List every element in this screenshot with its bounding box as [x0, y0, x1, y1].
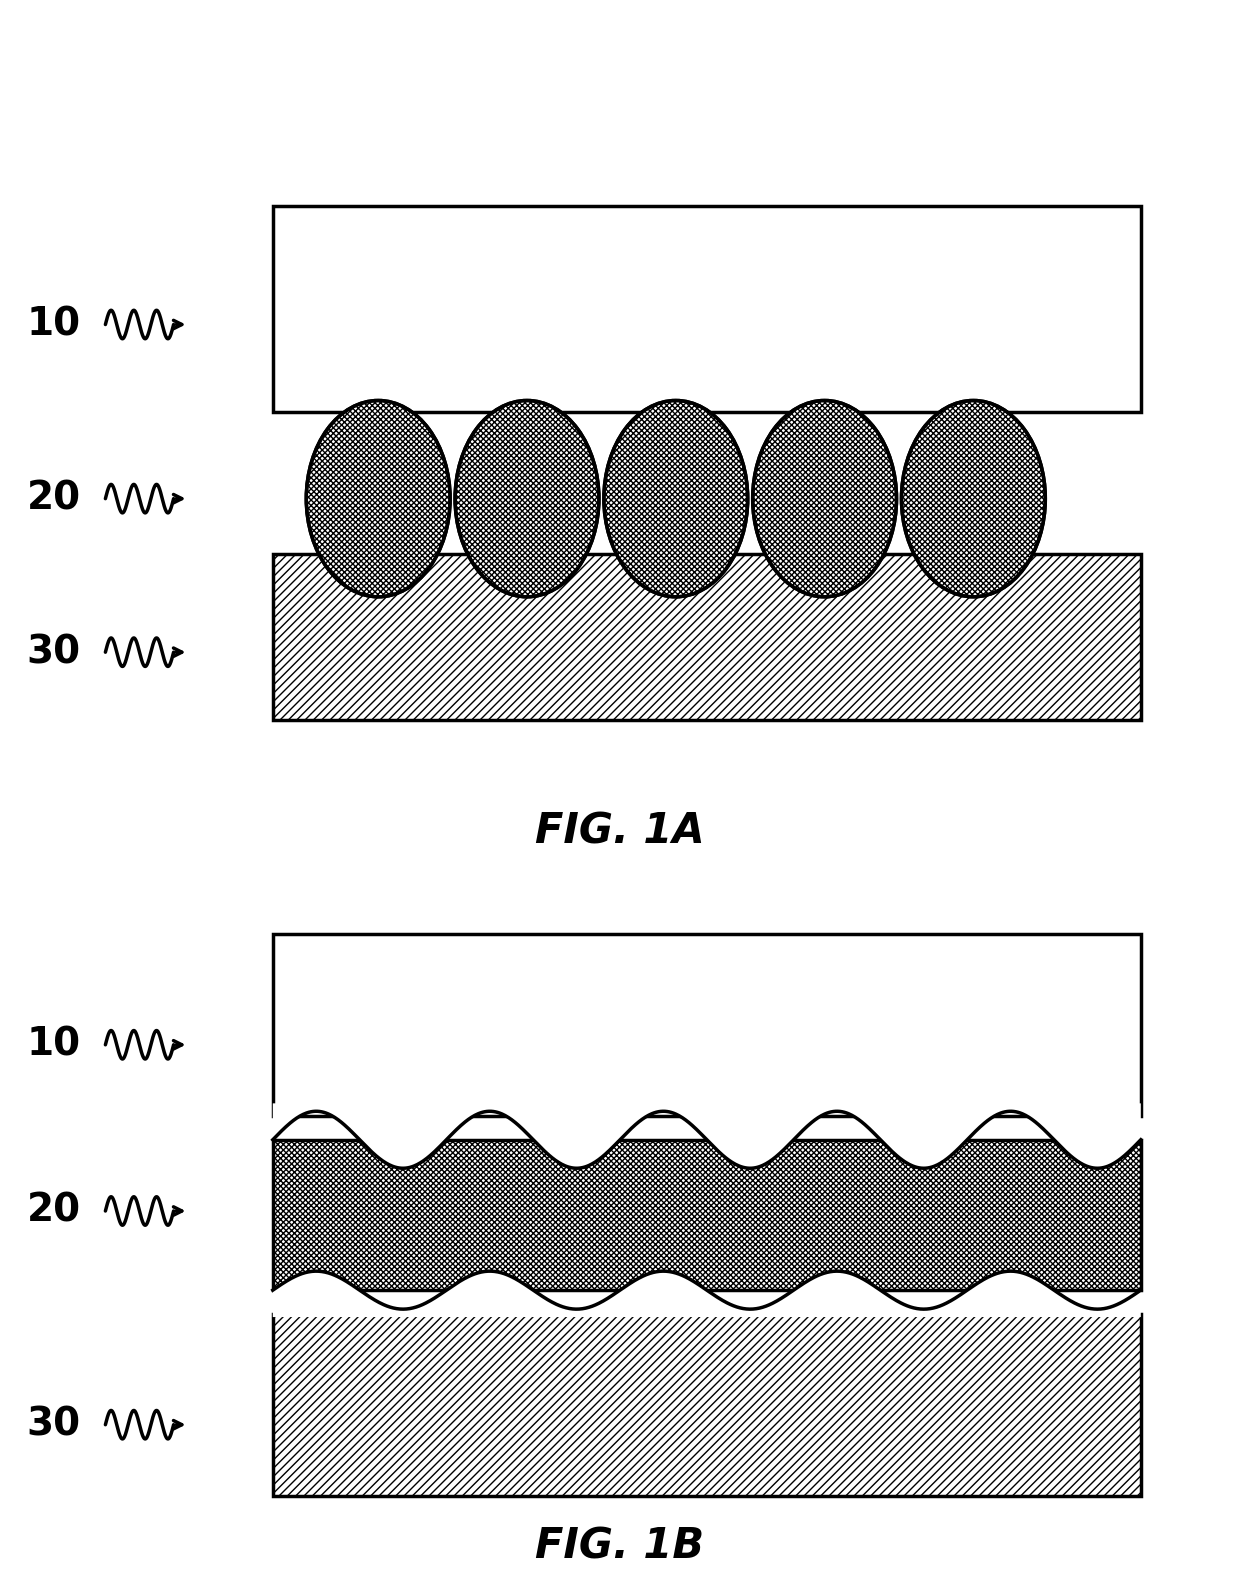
- Ellipse shape: [604, 400, 748, 597]
- Text: FIG. 1A: FIG. 1A: [536, 810, 704, 852]
- Text: 10: 10: [26, 1026, 81, 1064]
- Bar: [273, 934, 1141, 1116]
- Text: FIG. 1B: FIG. 1B: [536, 1524, 704, 1567]
- Text: 20: 20: [26, 1192, 81, 1230]
- Bar: [273, 1140, 1141, 1290]
- Ellipse shape: [901, 400, 1045, 597]
- Ellipse shape: [306, 400, 450, 597]
- Text: 20: 20: [26, 480, 81, 518]
- Bar: [273, 1314, 1141, 1496]
- Text: 30: 30: [26, 633, 81, 671]
- Text: 30: 30: [26, 1406, 81, 1444]
- Bar: [273, 206, 1141, 412]
- Bar: [273, 554, 1141, 720]
- Ellipse shape: [753, 400, 897, 597]
- Polygon shape: [273, 1271, 1141, 1317]
- Text: 10: 10: [26, 306, 81, 344]
- Polygon shape: [273, 1103, 1141, 1168]
- Ellipse shape: [455, 400, 599, 597]
